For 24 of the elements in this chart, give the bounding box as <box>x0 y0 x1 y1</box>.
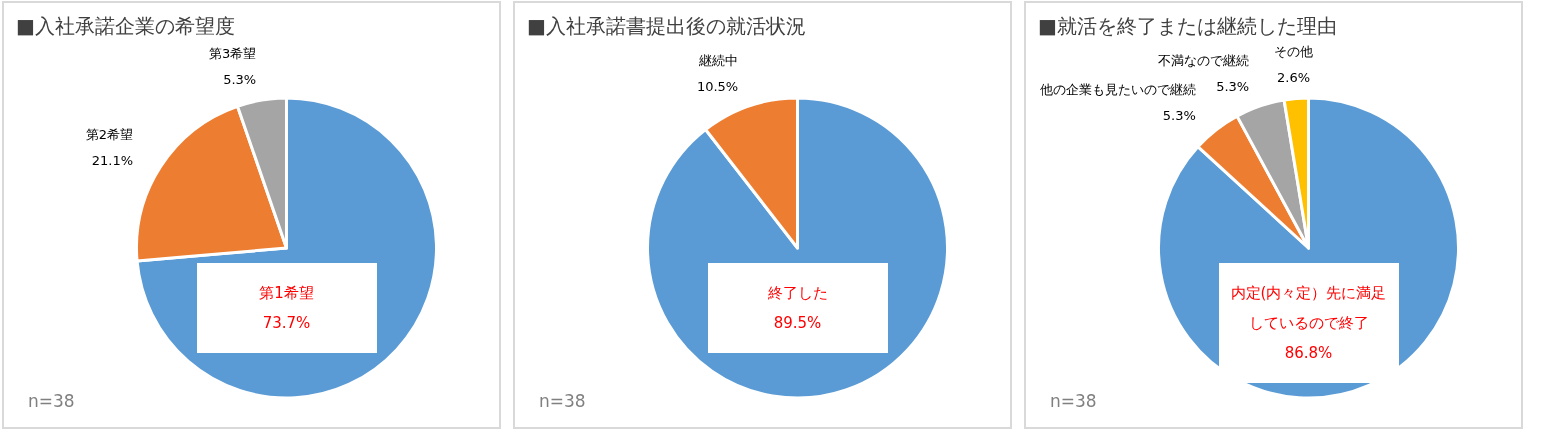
slice-label: 第1希望 <box>258 283 315 304</box>
data-label: 5.3% <box>1162 108 1196 124</box>
chart-title: ■就活を終了または継続した理由 <box>1038 14 1337 38</box>
slice-label: 他の企業も見たいので継続 <box>1039 82 1196 98</box>
data-label: 2.6% <box>1277 70 1311 86</box>
slice-label: その他 <box>1274 44 1314 60</box>
data-label: 5.3% <box>1216 79 1250 95</box>
data-label: 86.8% <box>1283 343 1334 364</box>
data-label: 10.5% <box>696 79 739 95</box>
slice-label: 第3希望 <box>208 46 257 62</box>
slice-label: 不満なので継続 <box>1158 53 1250 69</box>
slice-label: 終了した <box>766 283 829 304</box>
chart-title: ■入社承諾書提出後の就活状況 <box>527 14 806 38</box>
slice-label: 内定(内々定）先に満足しているので終了 <box>1229 283 1388 334</box>
data-label: 21.1% <box>91 152 134 168</box>
text: n=38 <box>539 391 586 411</box>
data-label: 5.3% <box>223 72 257 88</box>
slice-label: 継続中 <box>698 53 739 69</box>
data-label: 73.7% <box>261 313 312 334</box>
text: n=38 <box>28 391 75 411</box>
slice-label: 第2希望 <box>85 126 134 142</box>
chart-title: ■入社承諾企業の希望度 <box>16 14 235 38</box>
text: n=38 <box>1050 391 1097 411</box>
data-label: 89.5% <box>772 313 823 334</box>
